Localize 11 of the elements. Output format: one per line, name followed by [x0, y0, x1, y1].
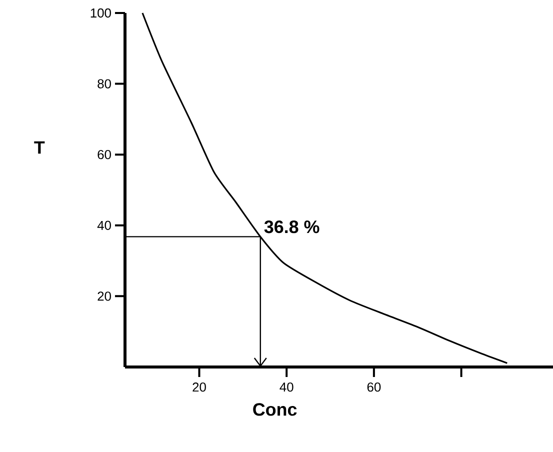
- y-tick-label: 20: [98, 292, 111, 301]
- x-tick-label: 60: [367, 382, 381, 392]
- x-tick-label: 20: [192, 382, 206, 392]
- y-tick-label: 80: [98, 79, 111, 88]
- x-axis-title: Conc: [253, 403, 297, 416]
- y-axis-title: T: [34, 141, 45, 154]
- annotation: 36.8 %: [264, 220, 320, 234]
- y-tick-label: 100: [90, 8, 111, 18]
- x-tick-label: 40: [280, 382, 294, 392]
- y-tick-label: 40: [97, 220, 111, 230]
- y-tick-label: 60: [98, 150, 111, 160]
